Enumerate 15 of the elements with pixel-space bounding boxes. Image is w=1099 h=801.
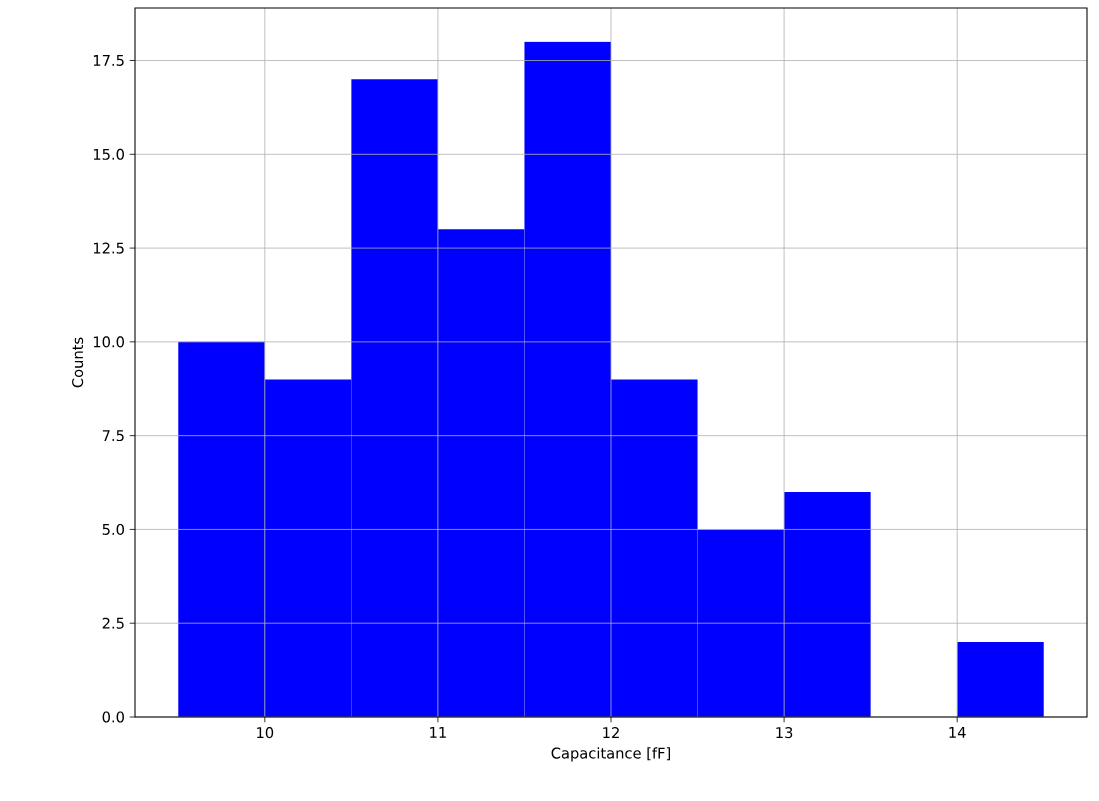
x-tick-label: 12: [603, 727, 619, 738]
x-tick-label: 14: [949, 727, 966, 738]
x-tick-label: 10: [257, 727, 274, 739]
y-axis-title: Counts: [72, 337, 84, 388]
y-tick-label: 2.5: [102, 617, 124, 629]
y-tick-label: 17.5: [93, 55, 124, 66]
y-tick-label: 10.0: [93, 336, 124, 348]
y-tick-label: 12.5: [93, 242, 124, 254]
y-tick-label: 0.0: [102, 711, 124, 723]
y-tick-label: 7.5: [102, 430, 124, 442]
y-tick-label: 5.0: [102, 523, 124, 535]
y-tick-label: 15.0: [93, 148, 124, 160]
x-tick-label: 13: [776, 727, 793, 739]
x-axis-title: Capacitance [fF]: [551, 747, 670, 762]
x-tick-label: 11: [430, 727, 446, 738]
